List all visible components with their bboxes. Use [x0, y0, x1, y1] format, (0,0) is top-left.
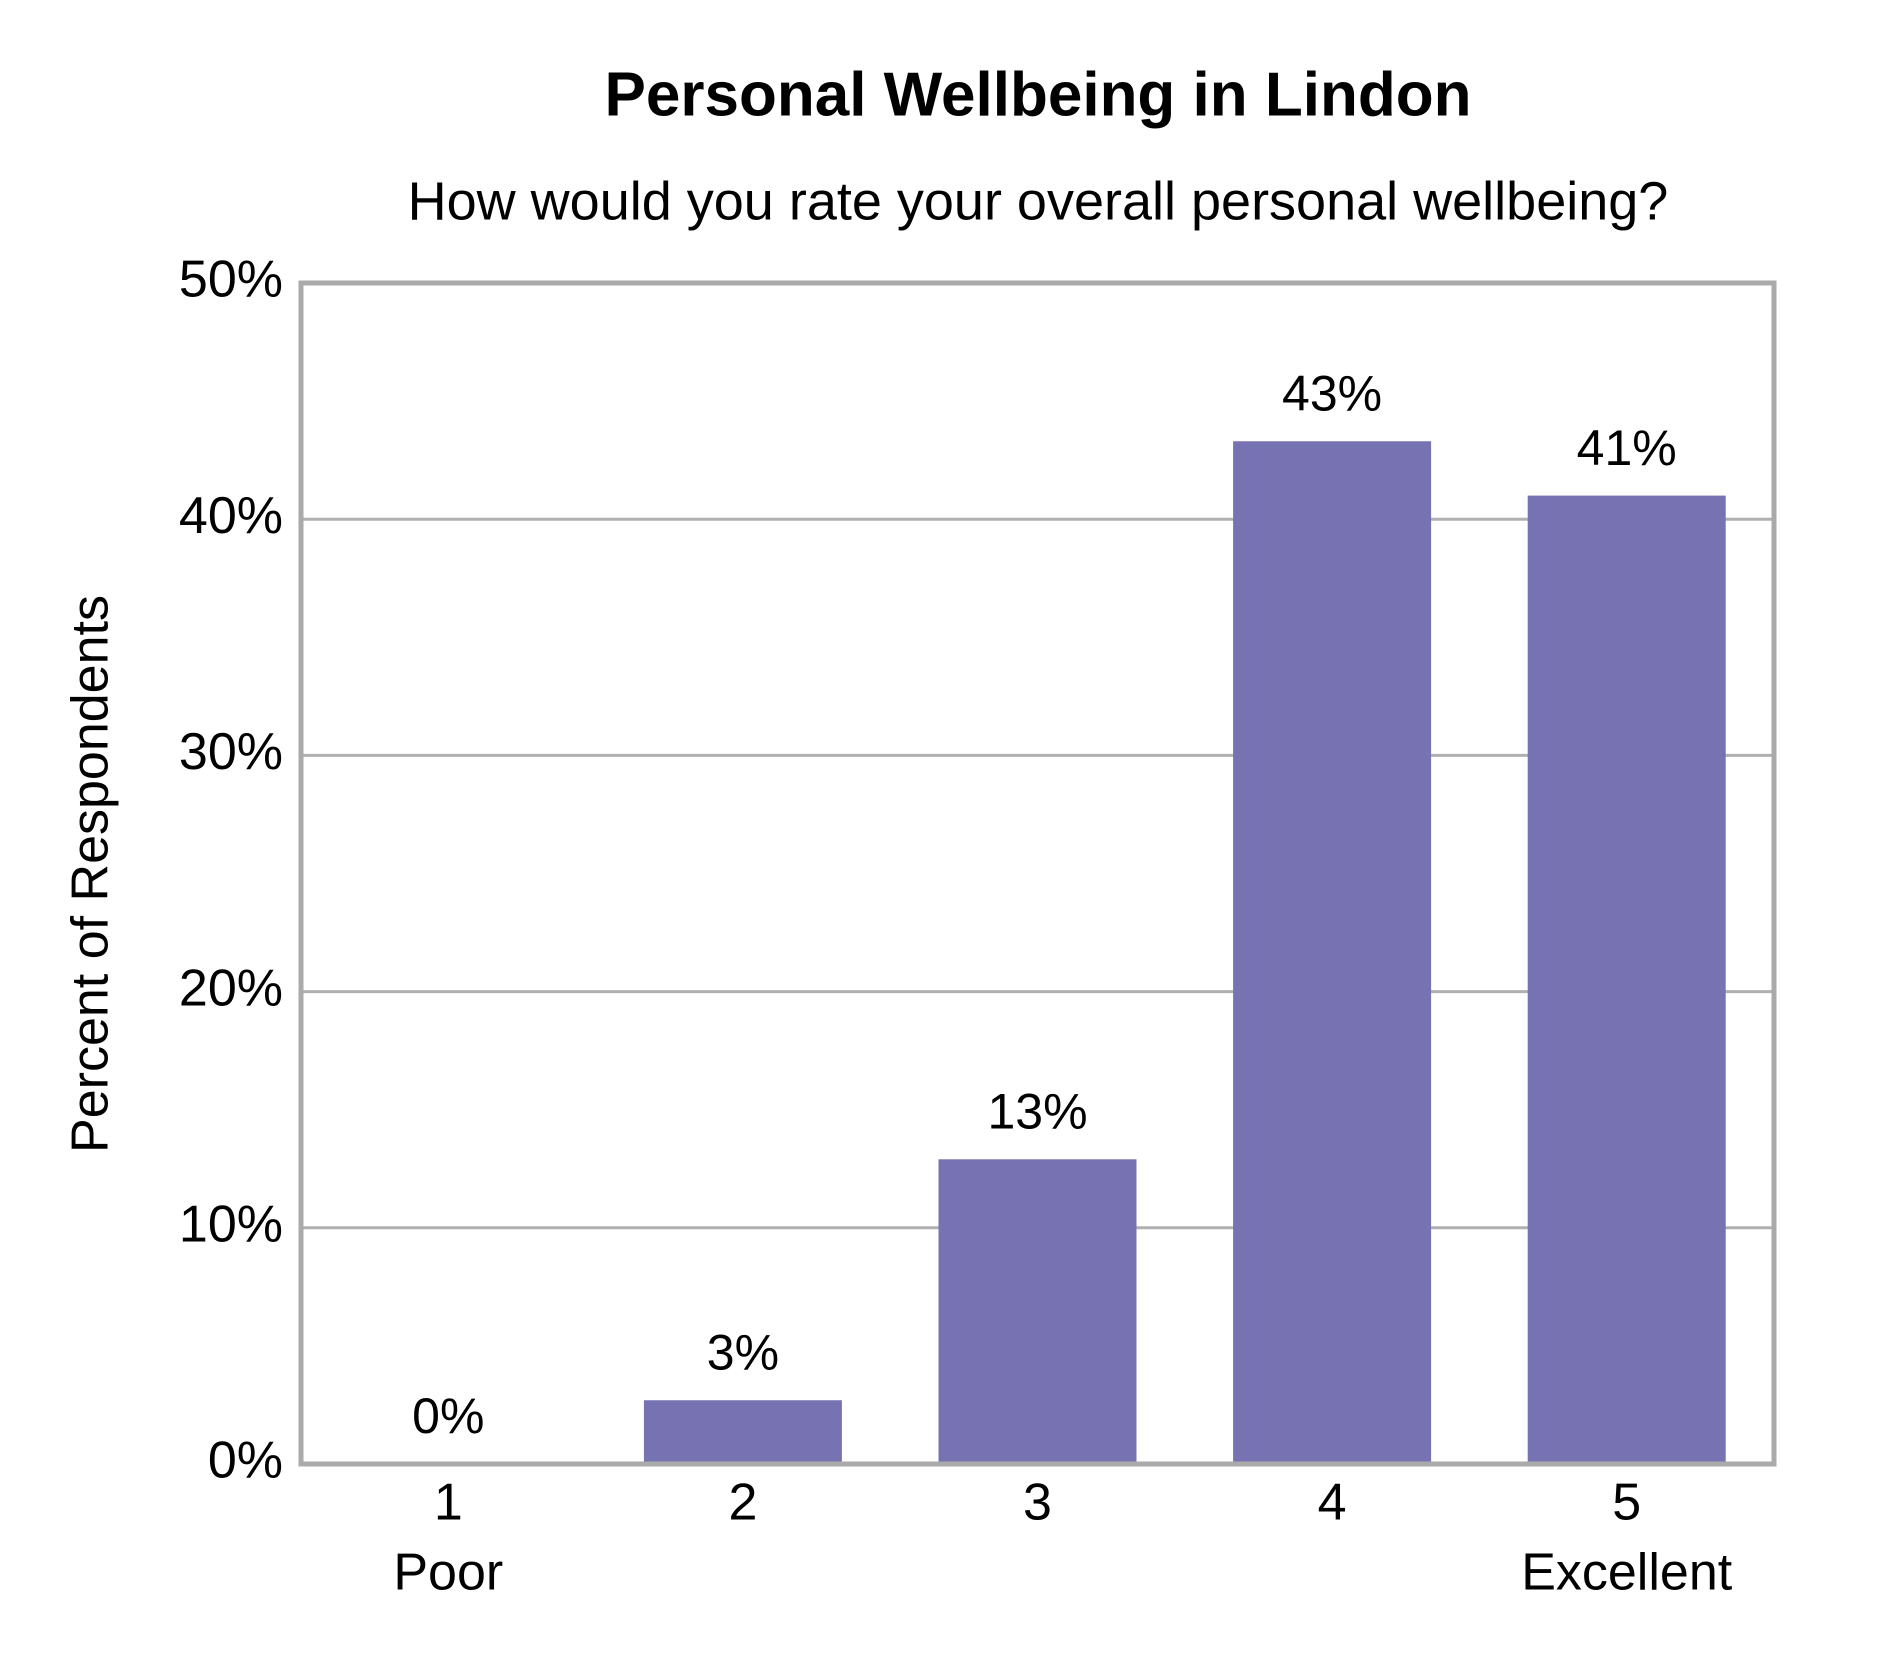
- data-label: 0%: [412, 1388, 484, 1444]
- y-tick-label: 50%: [179, 251, 283, 309]
- data-label: 43%: [1282, 365, 1382, 421]
- bar: [938, 1159, 1137, 1464]
- y-axis-label: Percent of Respondents: [62, 595, 120, 1153]
- bar: [1527, 495, 1726, 1465]
- bar: [1233, 441, 1432, 1464]
- x-tick-label: 4: [1318, 1474, 1347, 1532]
- x-tick-label: 1: [434, 1474, 463, 1532]
- x-tick-label: 3: [1023, 1474, 1052, 1532]
- y-tick-label: 40%: [179, 487, 283, 545]
- x-tick-label: 2: [728, 1474, 757, 1532]
- bar: [643, 1400, 842, 1464]
- data-label: 41%: [1577, 420, 1677, 476]
- data-label: 3%: [707, 1324, 779, 1380]
- x-tick-label: Excellent: [1521, 1544, 1733, 1602]
- y-tick-label: 20%: [179, 959, 283, 1017]
- y-tick-label: 0%: [208, 1432, 283, 1490]
- chart-subtitle: How would you rate your overall personal…: [408, 171, 1669, 231]
- data-label: 13%: [987, 1084, 1087, 1140]
- y-tick-label: 30%: [179, 723, 283, 781]
- y-tick-label: 10%: [179, 1196, 283, 1254]
- x-tick-label: 5: [1612, 1474, 1641, 1532]
- chart-title: Personal Wellbeing in Lindon: [605, 60, 1472, 129]
- plot-frame: [298, 280, 1777, 1467]
- x-tick-label: Poor: [393, 1544, 503, 1602]
